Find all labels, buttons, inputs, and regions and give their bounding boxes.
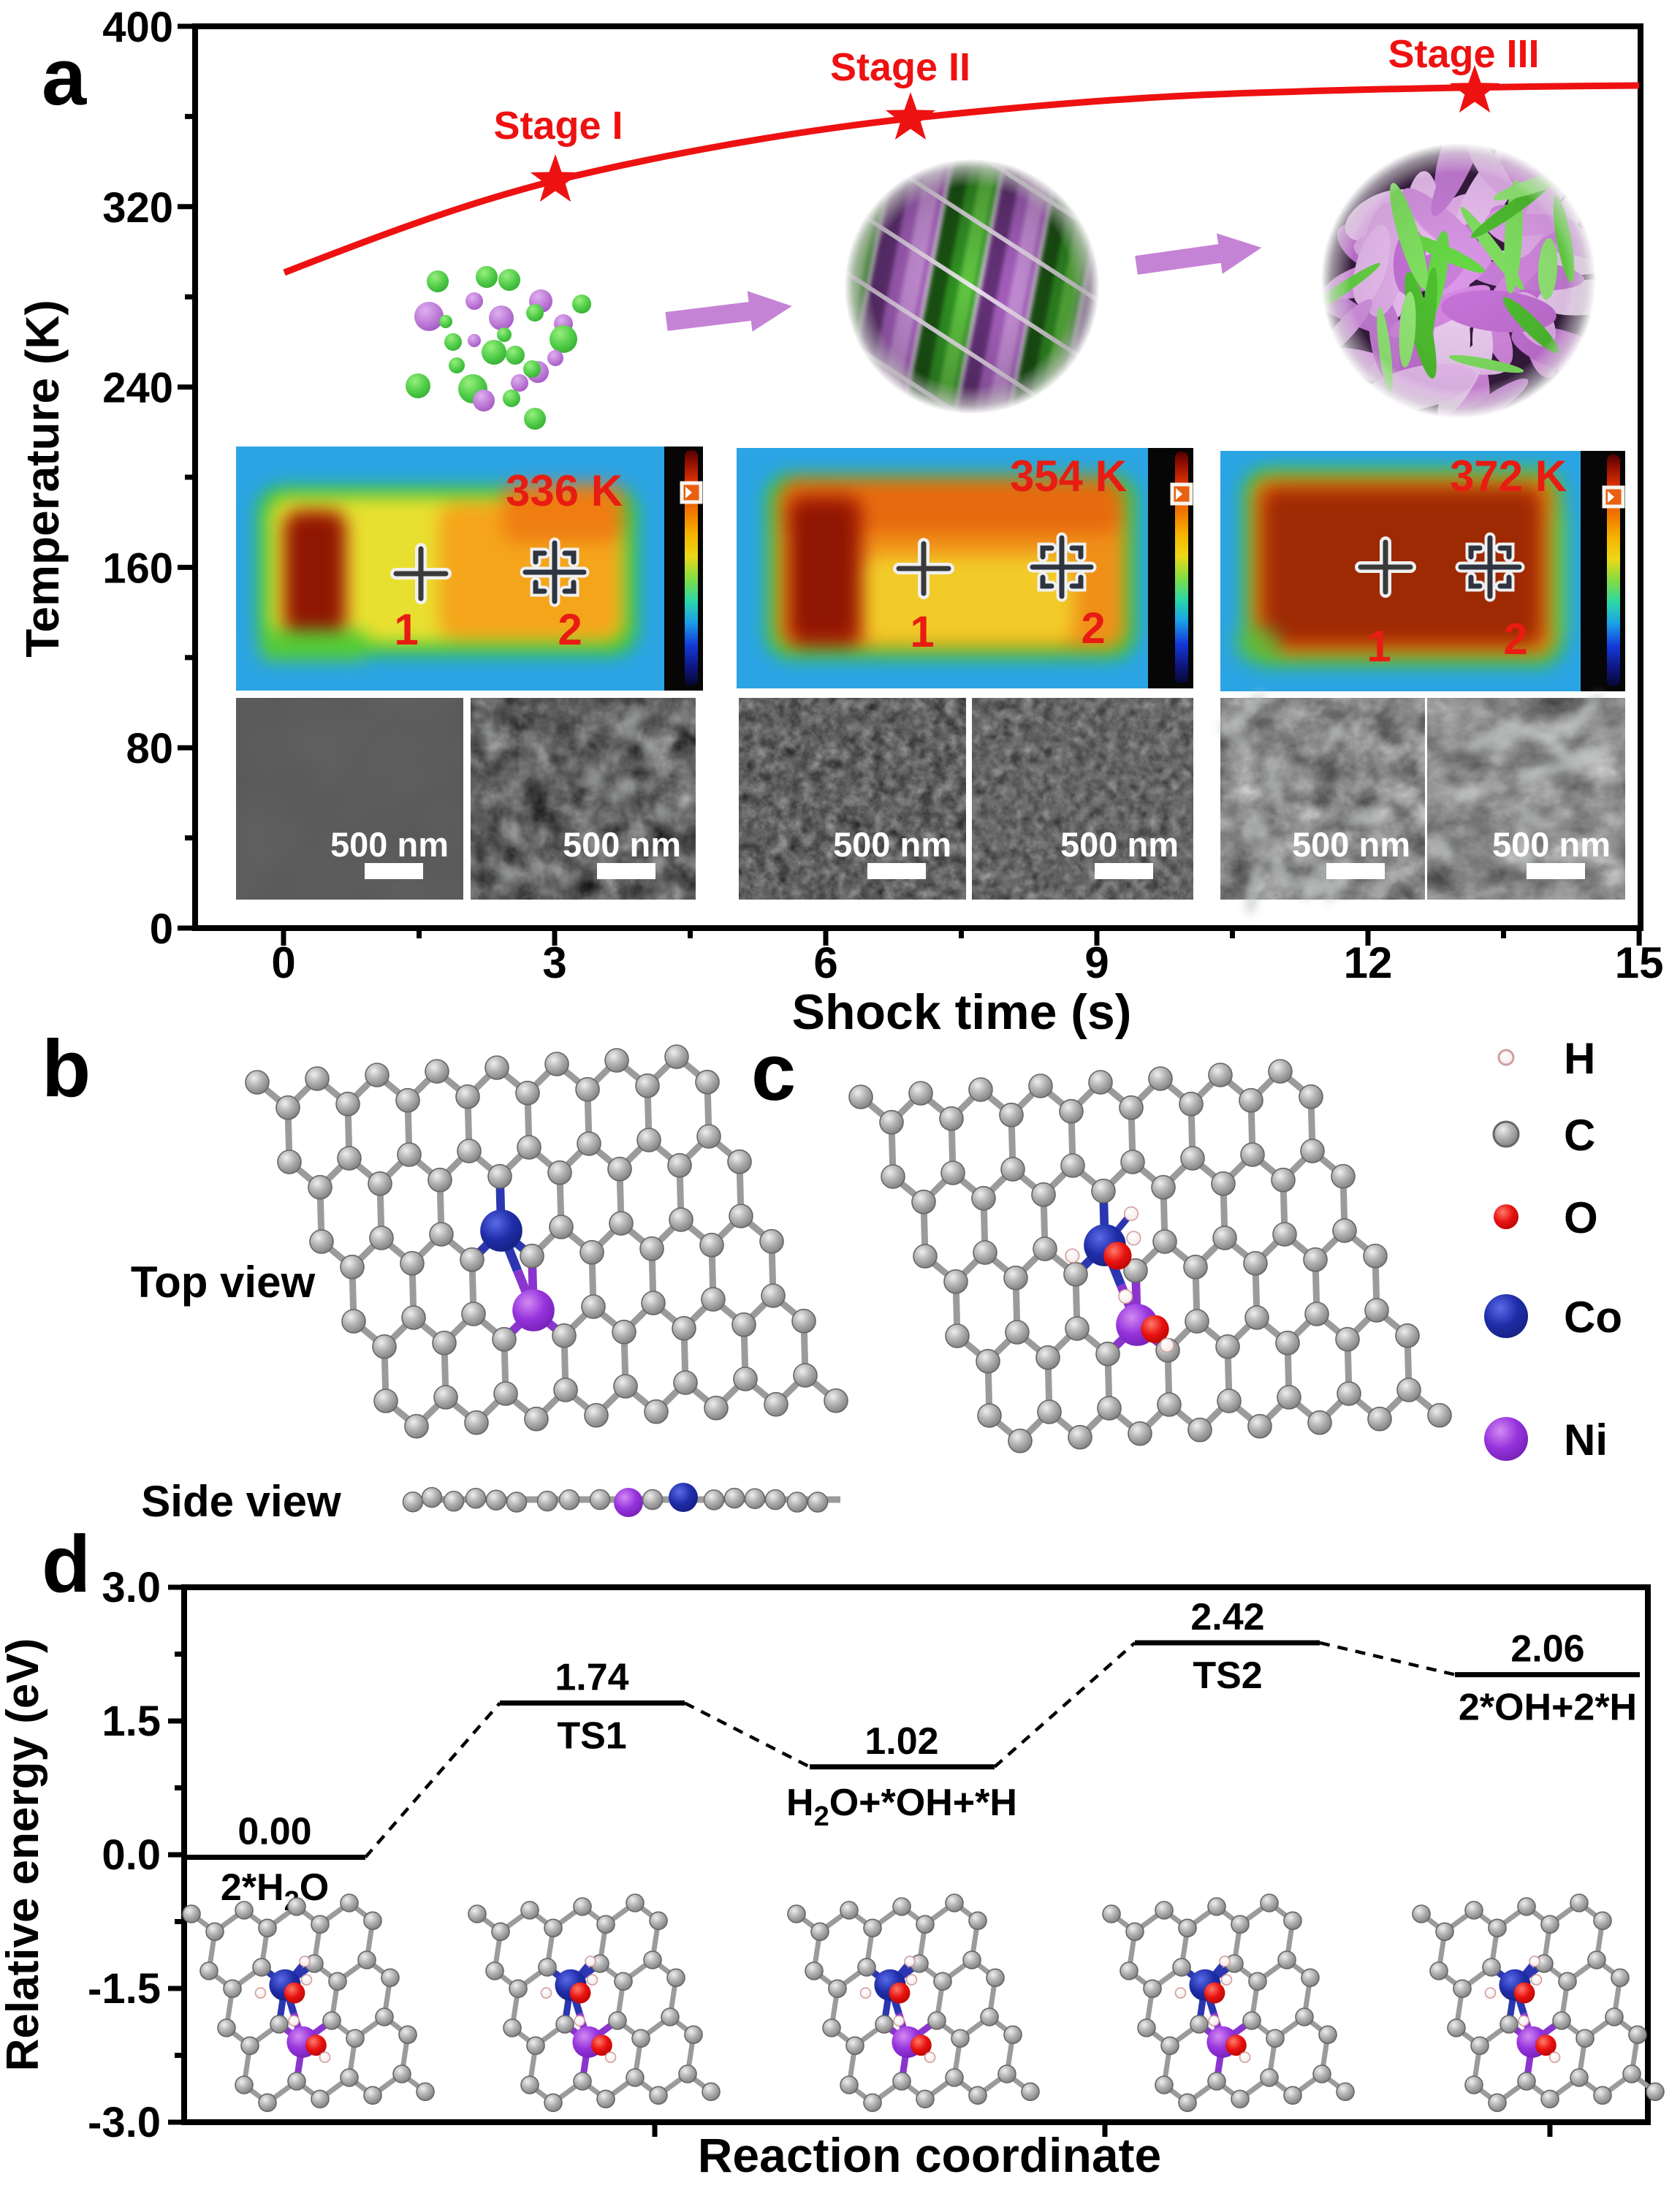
svg-text:9: 9 — [1084, 938, 1109, 987]
svg-text:336 K: 336 K — [506, 466, 623, 515]
svg-text:0.00: 0.00 — [237, 1811, 311, 1853]
svg-text:320: 320 — [102, 184, 173, 232]
svg-text:Temperature (K): Temperature (K) — [16, 300, 69, 658]
svg-text:-3.0: -3.0 — [88, 2099, 161, 2146]
svg-text:-1.5: -1.5 — [88, 1965, 161, 2013]
svg-text:Stage I: Stage I — [493, 104, 623, 148]
svg-text:2*OH+2*H: 2*OH+2*H — [1459, 1687, 1637, 1729]
svg-text:400: 400 — [102, 4, 173, 51]
svg-text:a: a — [42, 32, 87, 122]
svg-text:H: H — [1564, 1034, 1595, 1083]
svg-text:0: 0 — [271, 938, 295, 987]
svg-text:2: 2 — [1503, 615, 1527, 664]
svg-text:0: 0 — [150, 905, 173, 953]
svg-text:Co: Co — [1564, 1293, 1622, 1342]
svg-text:6: 6 — [813, 938, 837, 987]
svg-text:160: 160 — [102, 544, 173, 592]
svg-text:2: 2 — [558, 605, 582, 654]
svg-text:15: 15 — [1615, 938, 1664, 987]
svg-text:1.5: 1.5 — [102, 1698, 161, 1745]
svg-text:Side view: Side view — [141, 1477, 341, 1526]
svg-text:500 nm: 500 nm — [1492, 825, 1611, 864]
svg-text:500 nm: 500 nm — [833, 825, 951, 864]
svg-text:372 K: 372 K — [1450, 452, 1567, 501]
svg-text:Top view: Top view — [131, 1258, 316, 1307]
svg-text:Relative energy (eV): Relative energy (eV) — [0, 1638, 48, 2072]
svg-text:b: b — [42, 1024, 91, 1114]
svg-text:3: 3 — [542, 938, 566, 987]
svg-text:2.06: 2.06 — [1510, 1628, 1584, 1671]
svg-text:500 nm: 500 nm — [1292, 825, 1410, 864]
svg-text:Stage II: Stage II — [830, 45, 970, 89]
svg-text:TS1: TS1 — [557, 1714, 626, 1757]
svg-text:240: 240 — [102, 365, 173, 412]
svg-text:Shock time (s): Shock time (s) — [792, 984, 1132, 1040]
svg-text:C: C — [1564, 1111, 1595, 1160]
svg-text:0.0: 0.0 — [102, 1831, 161, 1879]
svg-text:H2O+*OH+*H: H2O+*OH+*H — [786, 1782, 1017, 1832]
svg-text:Stage III: Stage III — [1388, 32, 1539, 76]
svg-text:c: c — [751, 1027, 796, 1117]
svg-text:TS2: TS2 — [1193, 1654, 1262, 1697]
svg-text:500 nm: 500 nm — [1060, 825, 1179, 864]
svg-text:354 K: 354 K — [1010, 452, 1127, 501]
svg-text:3.0: 3.0 — [102, 1564, 161, 1611]
svg-text:12: 12 — [1344, 938, 1393, 987]
svg-text:500 nm: 500 nm — [563, 825, 681, 864]
svg-text:Reaction coordinate: Reaction coordinate — [698, 2128, 1161, 2182]
svg-text:80: 80 — [126, 725, 173, 772]
svg-text:1: 1 — [910, 607, 934, 656]
svg-text:O: O — [1564, 1193, 1598, 1242]
svg-text:1.74: 1.74 — [555, 1656, 628, 1698]
svg-text:2.42: 2.42 — [1190, 1596, 1264, 1638]
svg-text:1.02: 1.02 — [864, 1720, 938, 1763]
svg-text:2: 2 — [1081, 604, 1105, 653]
svg-text:1: 1 — [394, 605, 418, 654]
svg-text:d: d — [42, 1519, 91, 1609]
svg-text:Ni: Ni — [1564, 1416, 1608, 1464]
svg-text:1: 1 — [1367, 622, 1391, 671]
svg-text:500 nm: 500 nm — [330, 825, 449, 864]
